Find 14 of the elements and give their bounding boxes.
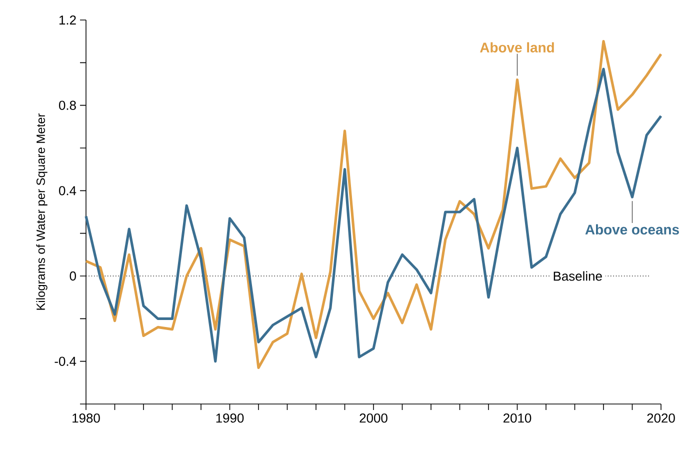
x-tick-label: 2010 bbox=[504, 413, 532, 423]
y-tick-label: 0.8 bbox=[58, 100, 76, 110]
text: Above land bbox=[480, 42, 554, 52]
x-tick-label: 2020 bbox=[647, 413, 675, 423]
ref-line-label: Baseline bbox=[554, 271, 602, 281]
x-tick-label: 2000 bbox=[360, 413, 388, 423]
y-axis-title: Kilograms of Water per Square Meter bbox=[36, 113, 48, 310]
x-tick-label: 1990 bbox=[216, 413, 244, 423]
y-tick-label: 0 bbox=[70, 271, 76, 281]
y-tick-label: 1.2 bbox=[59, 15, 76, 25]
y-tick-label: -0.4 bbox=[54, 356, 76, 366]
x-tick-label: 1980 bbox=[72, 413, 100, 423]
series-label: Above oceans bbox=[585, 224, 679, 235]
y-tick-label: 0.4 bbox=[58, 186, 76, 196]
